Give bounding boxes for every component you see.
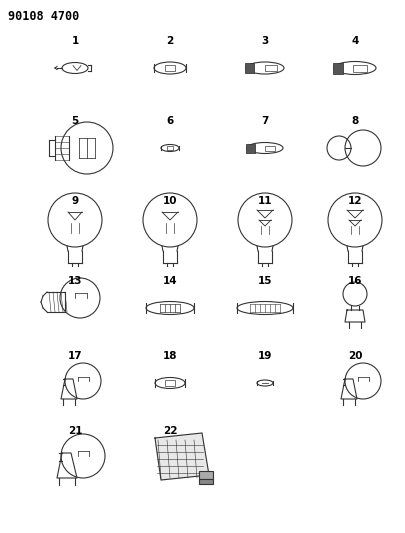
Text: 17: 17 bbox=[68, 351, 82, 361]
Text: 18: 18 bbox=[163, 351, 177, 361]
Bar bbox=[165, 380, 175, 386]
Text: 21: 21 bbox=[68, 426, 82, 436]
FancyBboxPatch shape bbox=[246, 143, 255, 152]
Bar bbox=[199, 479, 213, 484]
Text: 14: 14 bbox=[163, 276, 177, 286]
Text: 11: 11 bbox=[258, 196, 272, 206]
Text: 3: 3 bbox=[261, 36, 269, 46]
Text: 2: 2 bbox=[166, 36, 174, 46]
Text: 9: 9 bbox=[71, 196, 79, 206]
FancyBboxPatch shape bbox=[245, 63, 254, 73]
Text: 22: 22 bbox=[163, 426, 177, 436]
Text: 15: 15 bbox=[258, 276, 272, 286]
Text: 7: 7 bbox=[261, 116, 269, 126]
Text: 1: 1 bbox=[71, 36, 79, 46]
Text: 8: 8 bbox=[352, 116, 358, 126]
Text: 20: 20 bbox=[348, 351, 362, 361]
Text: 4: 4 bbox=[351, 36, 359, 46]
Bar bbox=[165, 65, 175, 71]
Text: 16: 16 bbox=[348, 276, 362, 286]
Bar bbox=[353, 64, 367, 71]
Bar bbox=[167, 146, 173, 150]
Text: 90108 4700: 90108 4700 bbox=[8, 10, 79, 23]
Text: 13: 13 bbox=[68, 276, 82, 286]
Text: 5: 5 bbox=[71, 116, 79, 126]
FancyBboxPatch shape bbox=[333, 62, 343, 74]
Text: 6: 6 bbox=[166, 116, 174, 126]
Text: 10: 10 bbox=[163, 196, 177, 206]
Text: 12: 12 bbox=[348, 196, 362, 206]
Bar bbox=[199, 471, 213, 479]
Bar bbox=[265, 146, 275, 150]
Bar bbox=[265, 65, 277, 71]
Polygon shape bbox=[155, 433, 209, 480]
Text: 19: 19 bbox=[258, 351, 272, 361]
